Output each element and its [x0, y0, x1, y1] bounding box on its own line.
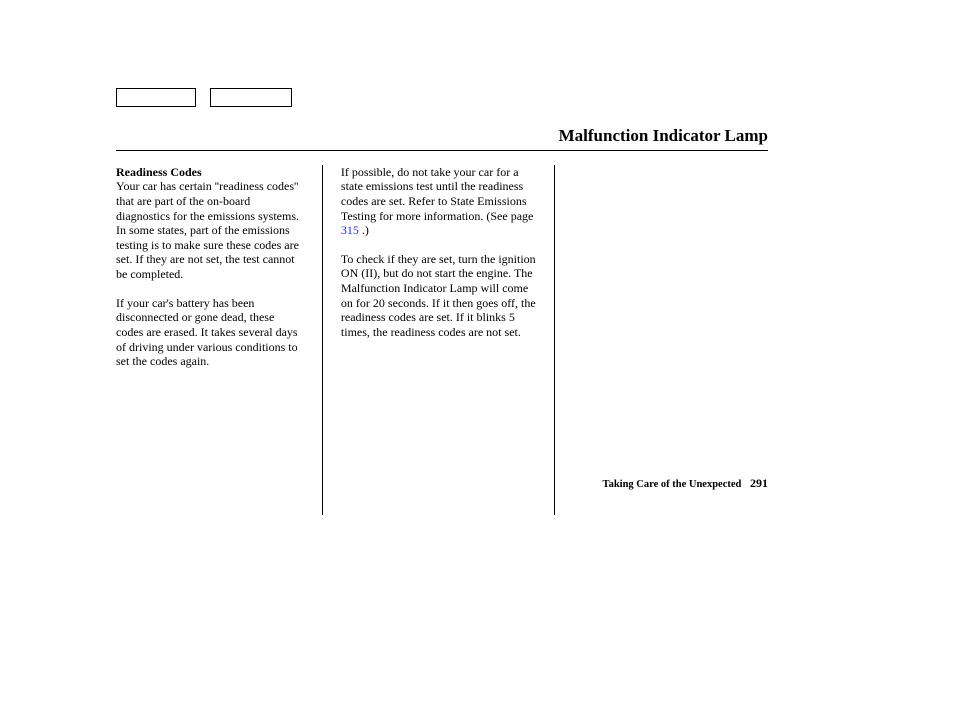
nav-box-prev[interactable]	[116, 88, 196, 107]
body-text: Your car has certain ''readiness codes''…	[116, 179, 299, 281]
page-link[interactable]: 315	[341, 223, 359, 237]
section-name: Taking Care of the Unexpected	[603, 479, 742, 490]
body-text: .)	[359, 223, 369, 237]
content-columns: Readiness Codes Your car has certain ''r…	[116, 165, 768, 515]
body-text: If possible, do not take your car for a …	[341, 165, 533, 223]
nav-box-next[interactable]	[210, 88, 292, 107]
page-footer: Taking Care of the Unexpected 291	[603, 476, 768, 491]
nav-box-row	[116, 88, 768, 107]
page-title: Malfunction Indicator Lamp	[116, 127, 768, 146]
column-2: If possible, do not take your car for a …	[323, 165, 555, 515]
paragraph: Readiness Codes Your car has certain ''r…	[116, 165, 304, 282]
manual-page: Malfunction Indicator Lamp Readiness Cod…	[116, 88, 768, 515]
paragraph: To check if they are set, turn the ignit…	[341, 252, 536, 340]
paragraph: If your car's battery has been disconnec…	[116, 296, 304, 369]
paragraph: If possible, do not take your car for a …	[341, 165, 536, 238]
page-number: 291	[750, 476, 768, 490]
column-3	[555, 165, 768, 515]
column-1: Readiness Codes Your car has certain ''r…	[116, 165, 323, 515]
subheading: Readiness Codes	[116, 165, 202, 179]
header-row: Malfunction Indicator Lamp	[116, 127, 768, 151]
